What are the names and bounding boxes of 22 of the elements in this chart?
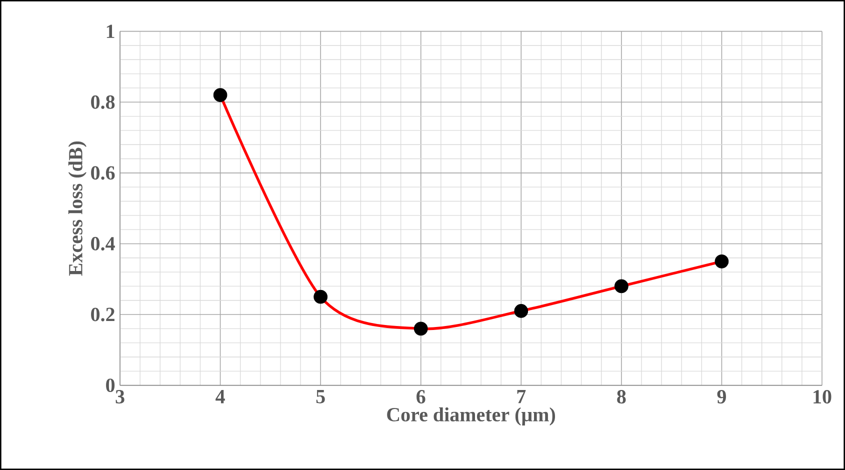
point bbox=[213, 88, 228, 102]
point bbox=[314, 290, 328, 304]
y-tick-label: 0.6 bbox=[91, 166, 115, 180]
point bbox=[514, 304, 528, 318]
x-tick-label: 10 bbox=[814, 390, 832, 404]
x-tick-label: 7 bbox=[517, 390, 526, 404]
y-tick-label: 0.2 bbox=[91, 308, 114, 322]
y-tick-label: 0.4 bbox=[91, 236, 115, 251]
x-tick-label: 9 bbox=[717, 390, 726, 404]
point bbox=[414, 322, 428, 336]
x-tick-label: 5 bbox=[316, 390, 325, 404]
y-tick-label: 1 bbox=[106, 24, 114, 38]
x-tick-label: 3 bbox=[116, 390, 124, 404]
x-axis-title: Core diameter (μm) bbox=[387, 407, 555, 426]
y-tick-label: 0 bbox=[106, 378, 115, 392]
x-tick-label: 6 bbox=[416, 390, 426, 404]
y-tick-label: 0.8 bbox=[91, 95, 115, 109]
x-tick-label: 8 bbox=[617, 390, 626, 404]
point bbox=[714, 254, 729, 268]
point bbox=[614, 279, 628, 294]
x-tick-label: 4 bbox=[216, 390, 225, 404]
y-axis-title: Excess loss (dB) bbox=[68, 141, 86, 276]
